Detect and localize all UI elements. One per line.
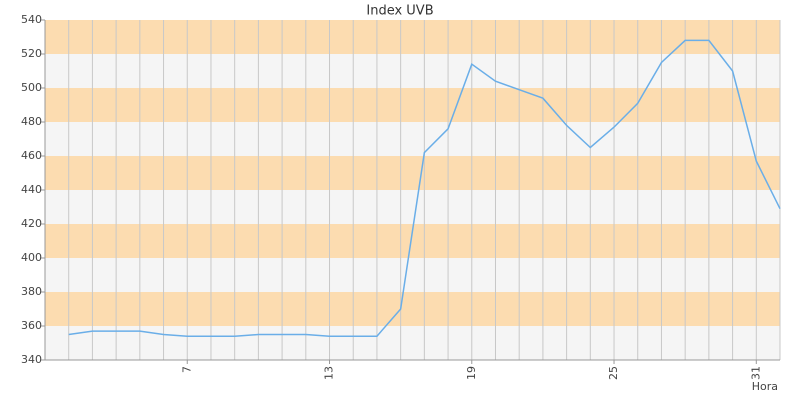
band: [45, 258, 780, 292]
y-tick-label: 400: [21, 251, 42, 264]
band: [45, 122, 780, 156]
band: [45, 190, 780, 224]
y-tick-label: 460: [21, 149, 42, 162]
chart-title: Index UVB: [366, 4, 433, 19]
band: [45, 292, 780, 326]
series-line: [68, 39, 781, 337]
y-tick-label: 440: [21, 183, 42, 196]
band: [45, 156, 780, 190]
x-axis-label: Hora: [752, 380, 778, 393]
y-tick-label: 520: [21, 47, 42, 60]
y-tick-label: 480: [21, 115, 42, 128]
y-tick-label: 500: [21, 81, 42, 94]
y-tick-label: 380: [21, 285, 42, 298]
band: [45, 54, 780, 88]
y-tick-label: 540: [21, 13, 42, 26]
y-tick-label: 360: [21, 319, 42, 332]
x-tick-label: 7: [180, 366, 193, 373]
y-tick-label: 340: [21, 353, 42, 366]
y-tick-label: 420: [21, 217, 42, 230]
band: [45, 20, 780, 54]
x-tick-label: 25: [607, 366, 620, 380]
x-tick-label: 13: [323, 366, 336, 380]
x-tick-label: 19: [465, 366, 478, 380]
x-tick-label: 31: [749, 366, 762, 380]
band: [45, 88, 780, 122]
band: [45, 326, 780, 360]
